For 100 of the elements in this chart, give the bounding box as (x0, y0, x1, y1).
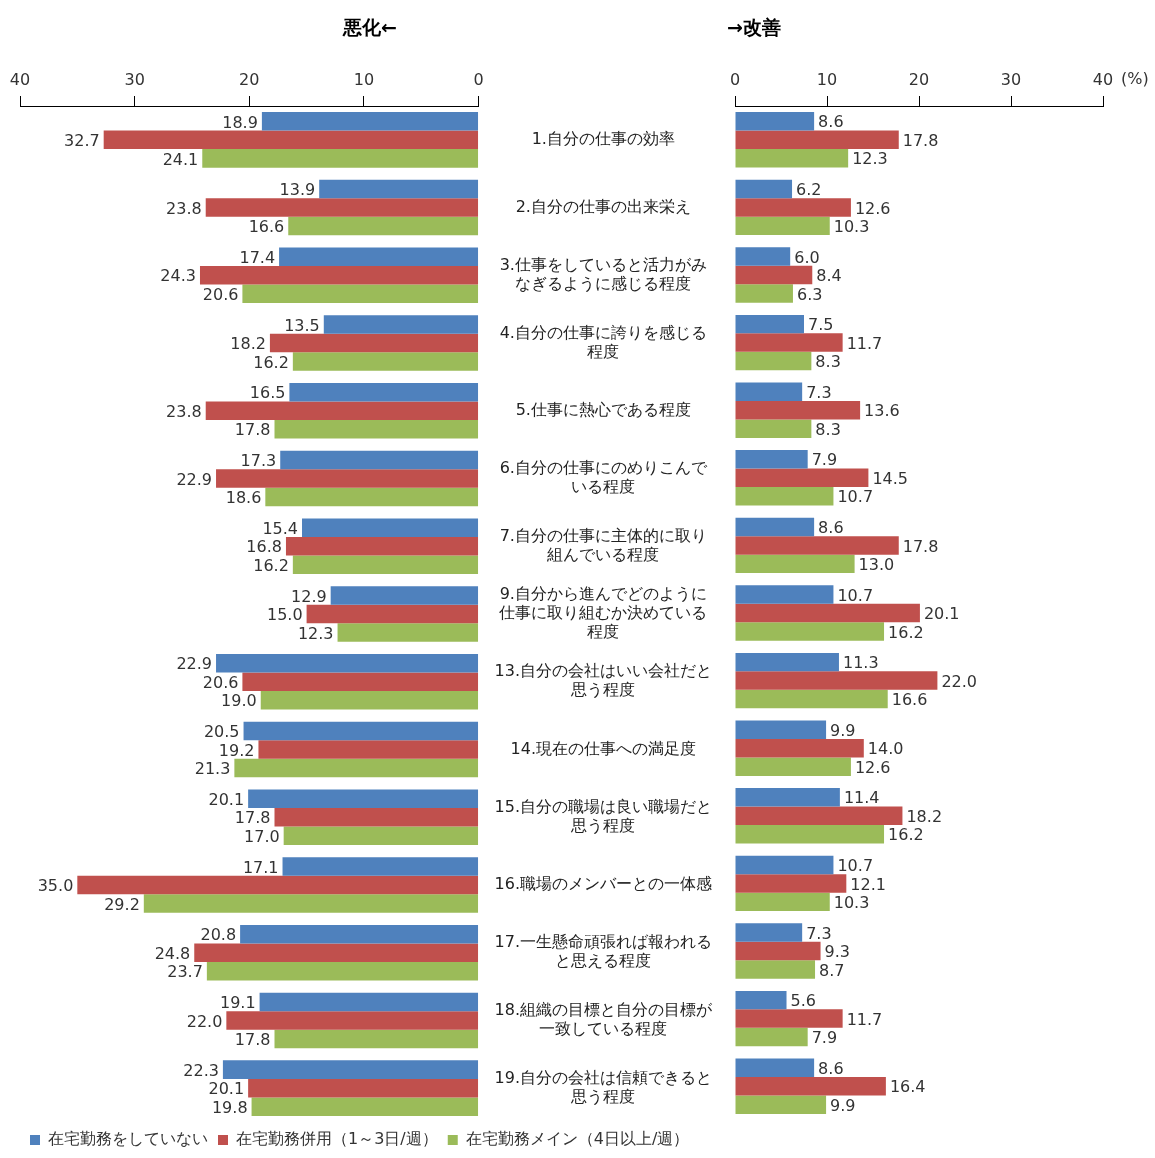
y-tick-label: 2.自分の仕事の出来栄え (515, 196, 691, 216)
data-label: 15.0 (266, 605, 303, 625)
data-label: 20.1 (208, 789, 245, 809)
bar (280, 450, 479, 470)
bar (735, 960, 816, 979)
data-label: 12.3 (852, 149, 888, 169)
data-label: 16.2 (888, 622, 924, 642)
bar (258, 740, 479, 759)
y-tick-label: 6.自分の仕事にのめりこんでいる程度 (499, 458, 708, 497)
bar (103, 130, 479, 150)
data-label: 23.8 (166, 401, 202, 421)
data-label: 16.4 (889, 1077, 926, 1097)
bar (735, 603, 920, 623)
bar (735, 247, 791, 266)
data-label: 8.6 (818, 1058, 844, 1078)
bar (735, 874, 847, 893)
bar (735, 536, 899, 555)
data-label: 8.4 (816, 266, 842, 286)
data-label: 17.4 (239, 247, 276, 267)
data-label: 16.5 (249, 383, 286, 403)
data-label: 17.8 (234, 420, 271, 440)
bar (735, 1027, 808, 1047)
bar (735, 419, 812, 438)
data-label: 22.0 (186, 1011, 223, 1031)
y-tick-label: 16.職場のメンバーとの一体感 (494, 874, 712, 894)
data-label: 29.2 (104, 894, 140, 914)
bar (259, 992, 479, 1012)
data-label: 24.3 (160, 266, 196, 286)
bar (735, 585, 834, 604)
bar (283, 826, 479, 845)
data-label: 17.3 (240, 451, 277, 471)
bar (735, 671, 938, 690)
bar (735, 855, 834, 875)
bar (226, 1011, 479, 1030)
data-label: 13.0 (858, 555, 895, 575)
bar (222, 1060, 479, 1079)
bar (242, 284, 479, 304)
bar (205, 401, 479, 421)
data-label: 23.8 (166, 198, 202, 218)
data-label: 12.6 (854, 198, 891, 218)
y-tick-label: 1.自分の仕事の効率 (531, 129, 675, 149)
data-label: 18.6 (225, 488, 262, 508)
data-label: 10.7 (837, 856, 874, 876)
data-label: 19.0 (221, 691, 257, 711)
chart-title: 悪化← (342, 16, 397, 39)
bar (735, 1076, 886, 1096)
bar (282, 857, 479, 876)
data-label: 12.1 (850, 874, 886, 894)
bar (735, 923, 803, 942)
bar (735, 990, 787, 1010)
data-label: 24.8 (154, 943, 191, 963)
bar (269, 333, 479, 353)
y-tick-label: 5.仕事に熱心である程度 (515, 399, 691, 419)
bar (735, 720, 827, 739)
data-label: 8.3 (815, 352, 841, 372)
data-label: 20.1 (208, 1079, 245, 1099)
x-tick-label: 40 (9, 69, 31, 89)
data-label: 16.6 (891, 690, 928, 710)
bar (274, 420, 479, 439)
bar (735, 179, 793, 199)
y-tick-label: 15.自分の職場は良い職場だと思う程度 (494, 796, 712, 835)
bar (735, 314, 804, 334)
bar (323, 315, 479, 334)
bar (248, 789, 479, 808)
bar (261, 112, 479, 131)
data-label: 12.6 (854, 757, 891, 777)
y-tick-label: 7.自分の仕事に主体的に取り組んでいる程度 (499, 525, 707, 565)
bar (205, 198, 479, 217)
data-label: 18.2 (230, 334, 266, 354)
bar (735, 149, 849, 168)
data-label: 7.9 (811, 1028, 838, 1048)
data-label: 7.3 (806, 923, 832, 943)
bar (735, 689, 888, 709)
x-tick-label: 20 (908, 69, 930, 89)
bar (735, 382, 803, 401)
bar (735, 112, 815, 131)
legend-label: 在宅勤務をしていない (48, 1129, 208, 1149)
data-label: 14.0 (867, 739, 904, 759)
bar (735, 825, 885, 844)
data-label: 18.9 (222, 112, 258, 132)
bar (735, 941, 821, 961)
data-label: 12.9 (291, 586, 327, 606)
data-label: 7.9 (811, 450, 838, 470)
x-tick-label: 0 (473, 69, 484, 89)
bar (202, 149, 479, 168)
data-label: 22.9 (176, 654, 213, 674)
data-label: 22.0 (941, 671, 978, 691)
data-label: 8.3 (815, 419, 841, 439)
bar (735, 652, 839, 672)
data-label: 9.9 (830, 720, 856, 740)
bar (143, 894, 479, 913)
bar (735, 333, 843, 352)
data-label: 24.1 (162, 149, 199, 169)
data-label: 9.9 (830, 1095, 856, 1115)
bar (735, 622, 885, 641)
data-label: 35.0 (37, 876, 74, 896)
x-tick-label: 30 (1000, 69, 1022, 89)
bar (735, 757, 851, 776)
bar (735, 198, 851, 217)
bar (240, 924, 479, 944)
